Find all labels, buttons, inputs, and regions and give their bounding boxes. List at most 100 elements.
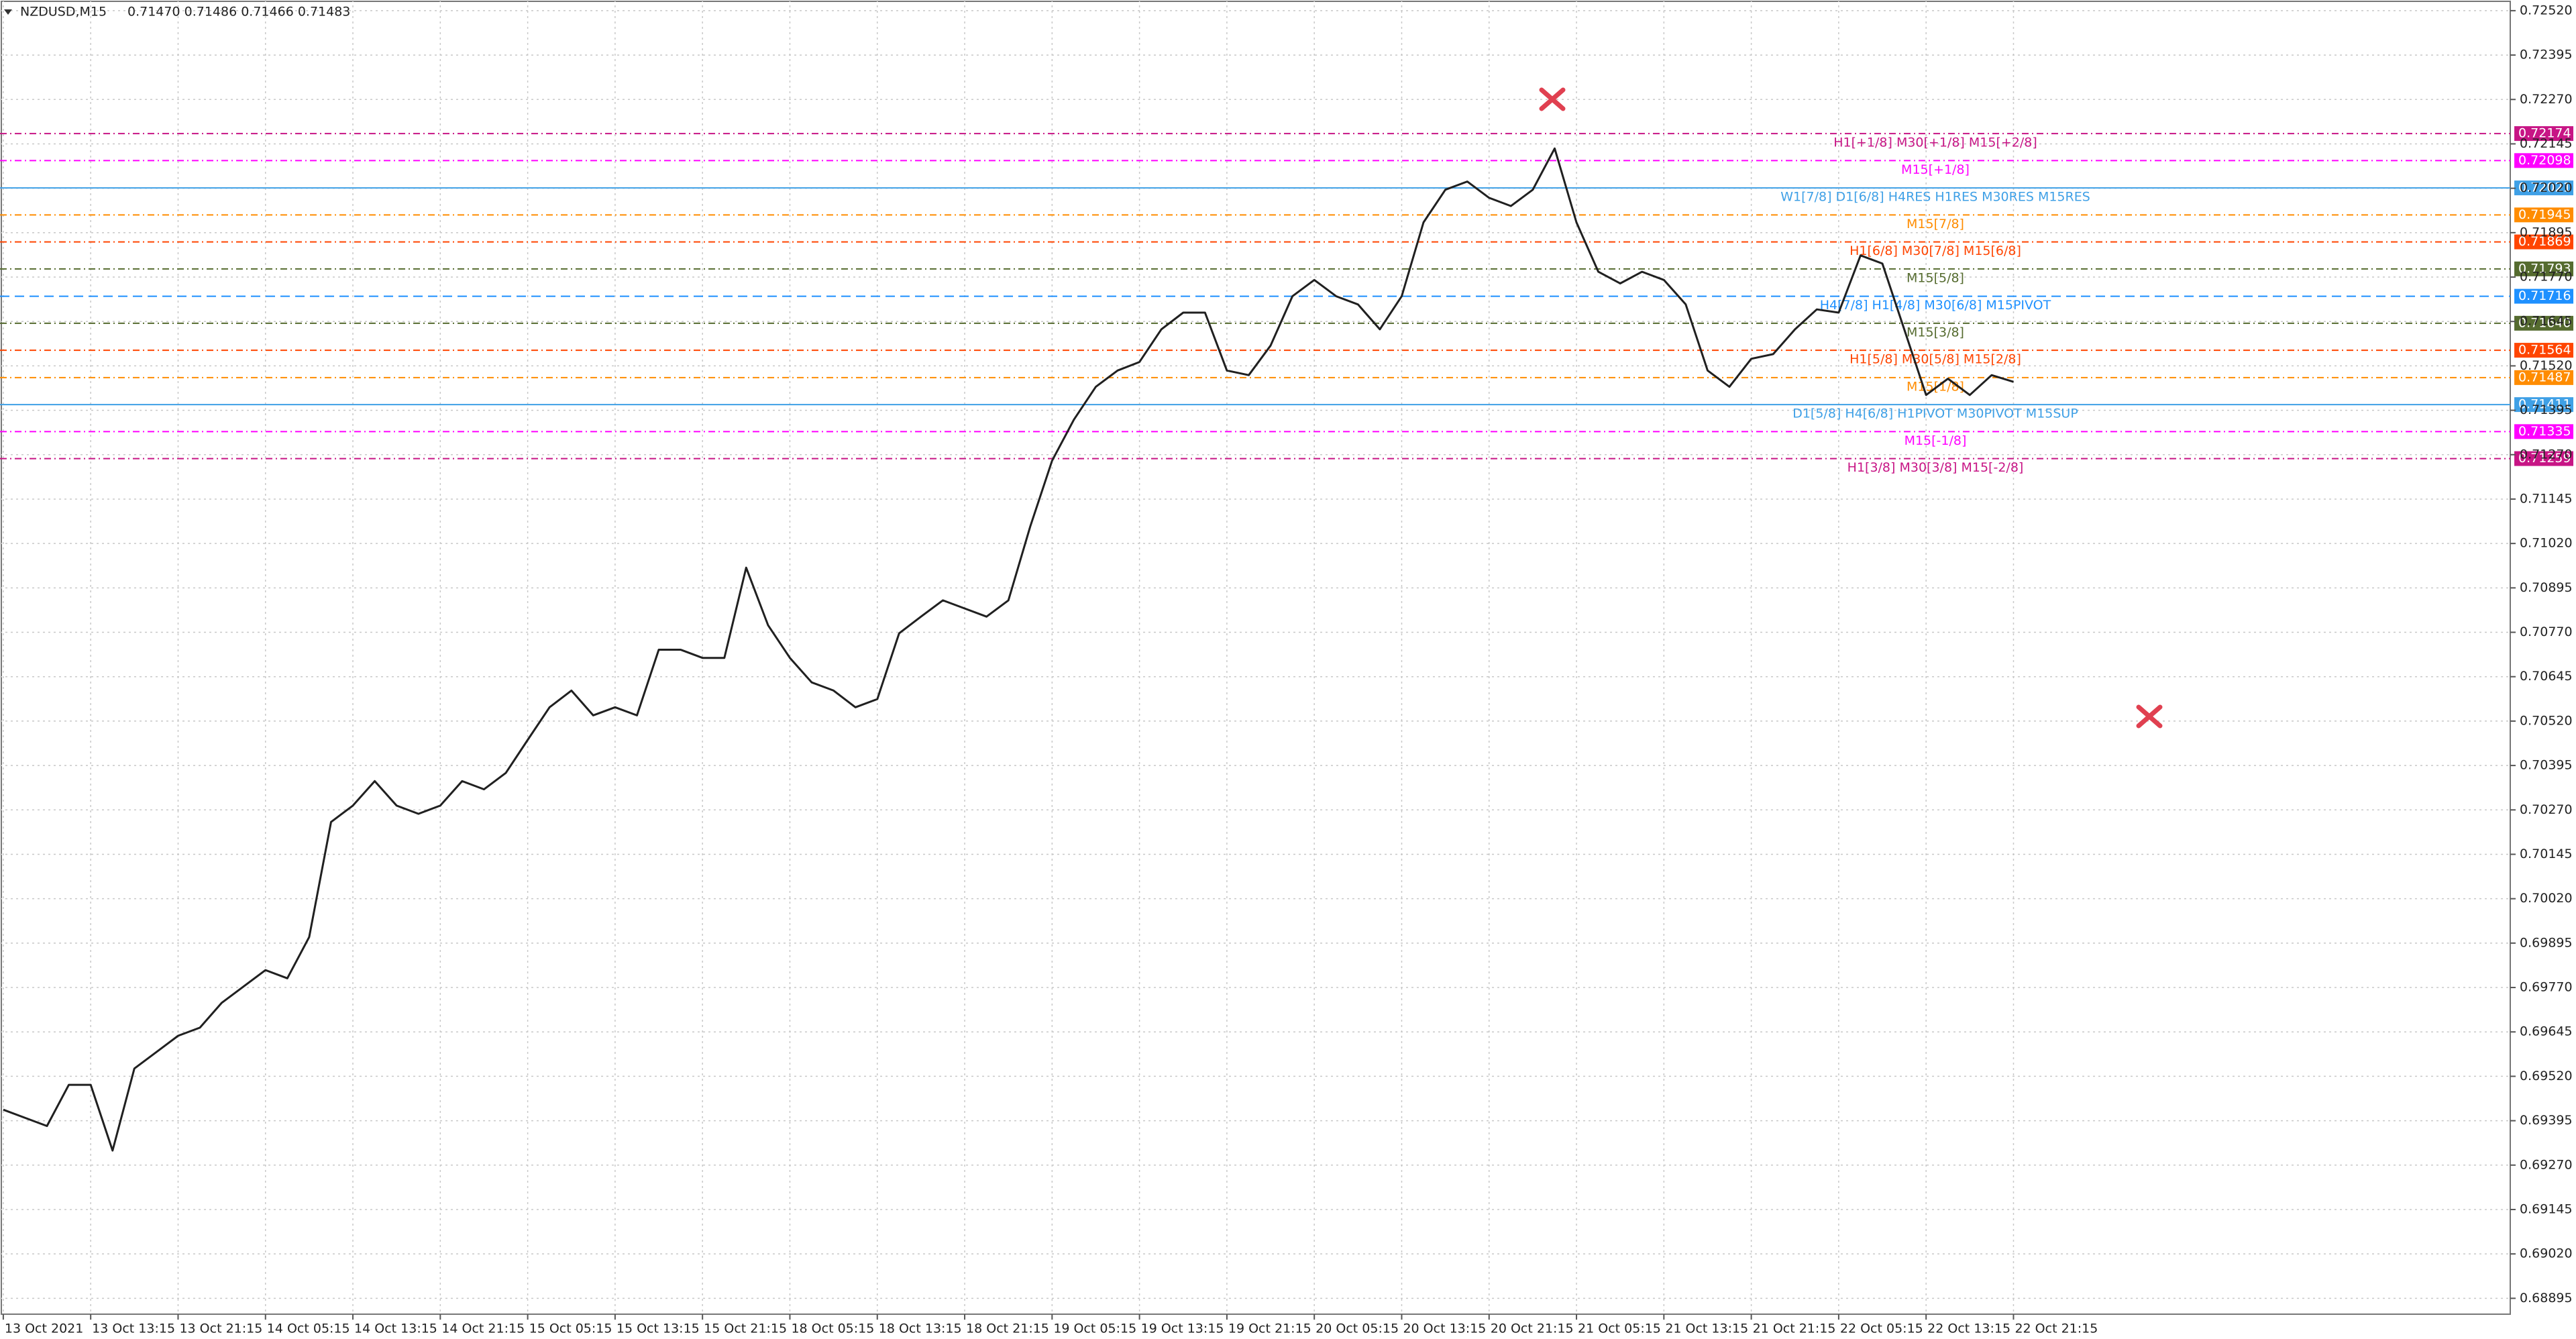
y-tick-label: 0.71770 (2520, 270, 2573, 284)
x-tick-label: 22 Oct 13:15 (1927, 1322, 2010, 1336)
level-price-box (2514, 153, 2574, 168)
y-tick-label: 0.72395 (2520, 48, 2573, 62)
y-tick-label: 0.69895 (2520, 935, 2573, 950)
x-tick-label: 13 Oct 2021 (5, 1322, 83, 1336)
x-tick-label: 20 Oct 21:15 (1491, 1322, 1574, 1336)
y-tick-label: 0.71270 (2520, 447, 2573, 462)
level-text: H4[7/8] H1[4/8] M30[6/8] M15PIVOT (1820, 298, 2051, 313)
x-tick-label: 20 Oct 13:15 (1403, 1322, 1486, 1336)
level-price-box (2514, 315, 2574, 331)
y-tick-label: 0.69770 (2520, 980, 2573, 995)
y-tick-label: 0.69270 (2520, 1157, 2573, 1172)
y-tick-label: 0.70645 (2520, 669, 2573, 684)
chart-subtitle: 0.71470 0.71486 0.71466 0.71483 (127, 5, 350, 19)
level-text: H1[6/8] M30[7/8] M15[6/8] (1849, 244, 2021, 258)
level-price-box (2514, 370, 2574, 385)
level-price-label: 0.72021 (2518, 180, 2571, 195)
x-tick-label: 20 Oct 05:15 (1316, 1322, 1399, 1336)
y-tick-label: 0.72020 (2520, 180, 2573, 195)
x-tick-label: 15 Oct 05:15 (529, 1322, 612, 1336)
level-price-box (2514, 451, 2574, 466)
y-tick-label: 0.68895 (2520, 1291, 2573, 1305)
level-price-box (2514, 288, 2574, 304)
plot-frame (1, 1, 2511, 1315)
level-price-box (2514, 180, 2574, 196)
level-text: M15[1/8] (1907, 379, 1964, 394)
x-tick-label: 21 Oct 13:15 (1665, 1322, 1748, 1336)
y-tick-label: 0.69520 (2520, 1069, 2573, 1083)
level-price-label: 0.71716 (2518, 288, 2571, 303)
level-price-label: 0.71335 (2518, 424, 2571, 439)
level-price-box (2514, 343, 2574, 358)
level-text: M15[3/8] (1907, 325, 1964, 339)
x-tick-label: 22 Oct 05:15 (1840, 1322, 1923, 1336)
level-text: M15[5/8] (1907, 270, 1964, 285)
level-price-label: 0.72098 (2518, 153, 2571, 168)
level-price-box (2514, 261, 2574, 276)
level-text: H1[+1/8] M30[+1/8] M15[+2/8] (1833, 136, 2037, 150)
x-tick-label: 18 Oct 21:15 (966, 1322, 1049, 1336)
y-tick-label: 0.71145 (2520, 491, 2573, 506)
y-tick-label: 0.69145 (2520, 1201, 2573, 1216)
y-tick-label: 0.70020 (2520, 891, 2573, 906)
level-price-label: 0.71259 (2518, 451, 2571, 466)
series (3, 147, 2014, 1152)
x-tick-label: 14 Oct 05:15 (267, 1322, 350, 1336)
level-price-label: 0.71793 (2518, 261, 2571, 276)
chart-title: NZDUSD,M15 (20, 5, 107, 19)
price-line (3, 147, 2014, 1152)
level-price-label: 0.71411 (2518, 397, 2571, 412)
level-text: H1[5/8] M30[5/8] M15[2/8] (1849, 352, 2021, 367)
x-tick-label: 19 Oct 21:15 (1228, 1322, 1311, 1336)
y-tick-label: 0.71395 (2520, 403, 2573, 417)
level-price-label: 0.72174 (2518, 126, 2571, 141)
level-text: W1[7/8] D1[6/8] H4RES H1RES M30RES M15RE… (1780, 190, 2090, 205)
y-tick-label: 0.71520 (2520, 358, 2573, 373)
level-text: M15[7/8] (1907, 217, 1964, 231)
axes: 0.72520 0.72395 0.72270 0.72145 0.72020 0.718… (2, 3, 2573, 1336)
x-tick-label: 14 Oct 21:15 (441, 1322, 525, 1336)
level-price-box (2514, 234, 2574, 250)
cross-marker (2136, 704, 2163, 729)
y-tick-label: 0.70770 (2520, 625, 2573, 639)
y-tick-label: 0.71645 (2520, 314, 2573, 329)
level-text: D1[5/8] H4[6/8] H1PIVOT M30PIVOT M15SUP (1792, 407, 2078, 421)
level-price-label: 0.71869 (2518, 234, 2571, 249)
y-tick-label: 0.70145 (2520, 847, 2573, 861)
y-tick-label: 0.71020 (2520, 536, 2573, 551)
level-price-label: 0.71487 (2518, 370, 2571, 384)
y-tick-label: 0.69645 (2520, 1024, 2573, 1039)
level-text: M15[-1/8] (1904, 433, 1967, 448)
level-price-box (2514, 126, 2574, 142)
level-price-label: 0.71945 (2518, 207, 2571, 222)
x-tick-label: 18 Oct 13:15 (879, 1322, 962, 1336)
y-tick-label: 0.72145 (2520, 136, 2573, 151)
menu-arrow[interactable] (4, 9, 12, 15)
level-price-box (2514, 207, 2574, 223)
y-tick-label: 0.70520 (2520, 713, 2573, 728)
y-tick-label: 0.69395 (2520, 1113, 2573, 1128)
level-text: H1[3/8] M30[3/8] M15[-2/8] (1847, 460, 2024, 475)
x-tick-label: 18 Oct 05:15 (791, 1322, 874, 1336)
level-price-box (2514, 397, 2574, 413)
cross-marker (1539, 87, 1566, 111)
y-tick-label: 0.71895 (2520, 225, 2573, 239)
x-tick-label: 22 Oct 21:15 (2015, 1322, 2098, 1336)
x-tick-label: 21 Oct 21:15 (1753, 1322, 1836, 1336)
level-price-label: 0.71564 (2518, 343, 2571, 358)
x-tick-label: 14 Oct 13:15 (354, 1322, 437, 1336)
x-tick-label: 15 Oct 21:15 (704, 1322, 787, 1336)
level-price-box (2514, 424, 2574, 439)
levels: H1[+1/8] M30[+1/8] M15[+2/8] 0.72174 M15[+… (0, 126, 2574, 475)
y-tick-label: 0.70270 (2520, 802, 2573, 817)
x-tick-label: 21 Oct 05:15 (1578, 1322, 1661, 1336)
x-tick-label: 15 Oct 13:15 (616, 1322, 700, 1336)
level-text: M15[+1/8] (1901, 162, 1970, 177)
y-tick-label: 0.72270 (2520, 92, 2573, 107)
y-tick-label: 0.70395 (2520, 758, 2573, 773)
y-tick-label: 0.72520 (2520, 3, 2573, 17)
y-tick-label: 0.69020 (2520, 1246, 2573, 1261)
